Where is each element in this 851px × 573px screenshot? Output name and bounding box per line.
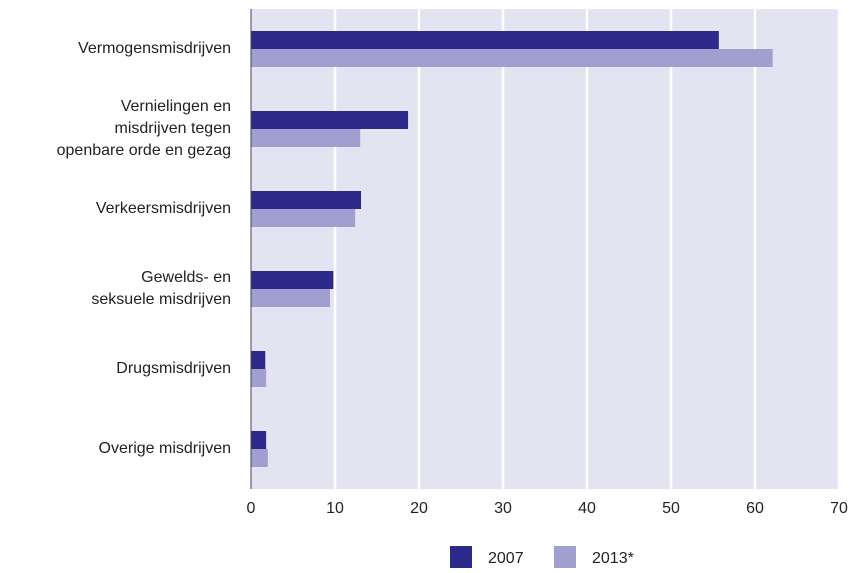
x-tick-label: 60 bbox=[746, 500, 764, 517]
x-tick-label: 10 bbox=[326, 500, 344, 517]
bar bbox=[251, 31, 719, 49]
bar bbox=[251, 49, 773, 67]
x-tick-label: 20 bbox=[410, 500, 428, 517]
category-label: Verkeersmisdrijven bbox=[95, 200, 231, 217]
bar bbox=[251, 369, 267, 387]
legend-label: 2013* bbox=[592, 550, 634, 567]
bar bbox=[251, 431, 267, 449]
plot-background bbox=[251, 9, 839, 489]
x-tick-label: 0 bbox=[247, 500, 256, 517]
bar bbox=[251, 449, 268, 467]
x-tick-label: 70 bbox=[830, 500, 848, 517]
legend-swatch bbox=[554, 546, 576, 568]
legend-label: 2007 bbox=[488, 550, 524, 567]
bar bbox=[251, 351, 266, 369]
x-tick-label: 50 bbox=[662, 500, 680, 517]
category-label: Overige misdrijven bbox=[98, 440, 231, 457]
category-label: Vernielingen en misdrijven tegen openbar… bbox=[56, 98, 231, 159]
category-label: Gewelds- en seksuele misdrijven bbox=[91, 269, 231, 308]
x-tick-label: 40 bbox=[578, 500, 596, 517]
bar bbox=[251, 111, 409, 129]
legend-swatch bbox=[450, 546, 472, 568]
bar bbox=[251, 289, 330, 307]
category-label: Drugsmisdrijven bbox=[116, 360, 231, 377]
bar bbox=[251, 191, 362, 209]
x-tick-label: 30 bbox=[494, 500, 512, 517]
bar bbox=[251, 129, 361, 147]
category-label: Vermogensmisdrijven bbox=[78, 40, 231, 57]
bar bbox=[251, 209, 356, 227]
bar bbox=[251, 271, 334, 289]
